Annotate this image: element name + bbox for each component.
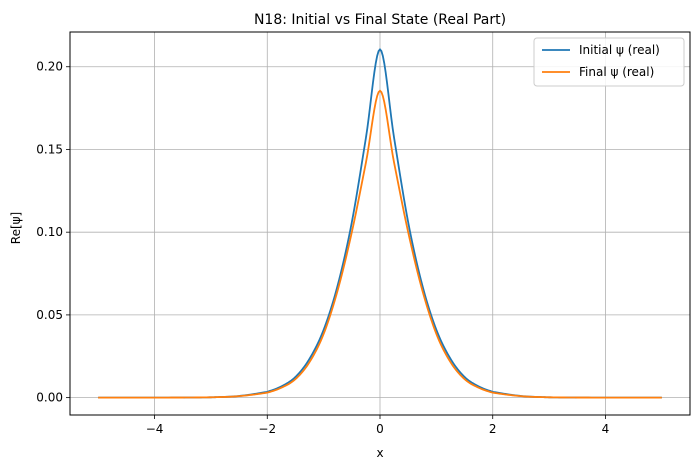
x-tick-label: −2 [258,422,276,436]
x-tick-label: 2 [489,422,497,436]
legend-label-final: Final ψ (real) [579,65,654,79]
y-tick-label: 0.00 [36,391,63,405]
legend-box [533,37,685,87]
series-lines [98,47,662,399]
y-tick-label: 0.20 [36,60,63,74]
y-axis-label: Re[ψ] [9,212,23,244]
y-tick-label: 0.10 [36,225,63,239]
x-tick-label: −4 [146,422,164,436]
x-tick-label: 4 [602,422,610,436]
legend-label-initial: Initial ψ (real) [579,43,660,57]
legend: Initial ψ (real) Final ψ (real) [533,37,685,87]
x-tick-label: 0 [376,422,384,436]
y-tick-label: 0.05 [36,308,63,322]
series-line-final [98,89,662,399]
chart-title: N18: Initial vs Final State (Real Part) [254,12,506,28]
axis-ticks: −4 −2 0 2 4 0.00 0.05 0.10 0.15 0.20 [36,60,609,436]
grid [70,32,690,415]
y-tick-label: 0.15 [36,142,63,156]
x-axis-label: x [376,446,383,460]
